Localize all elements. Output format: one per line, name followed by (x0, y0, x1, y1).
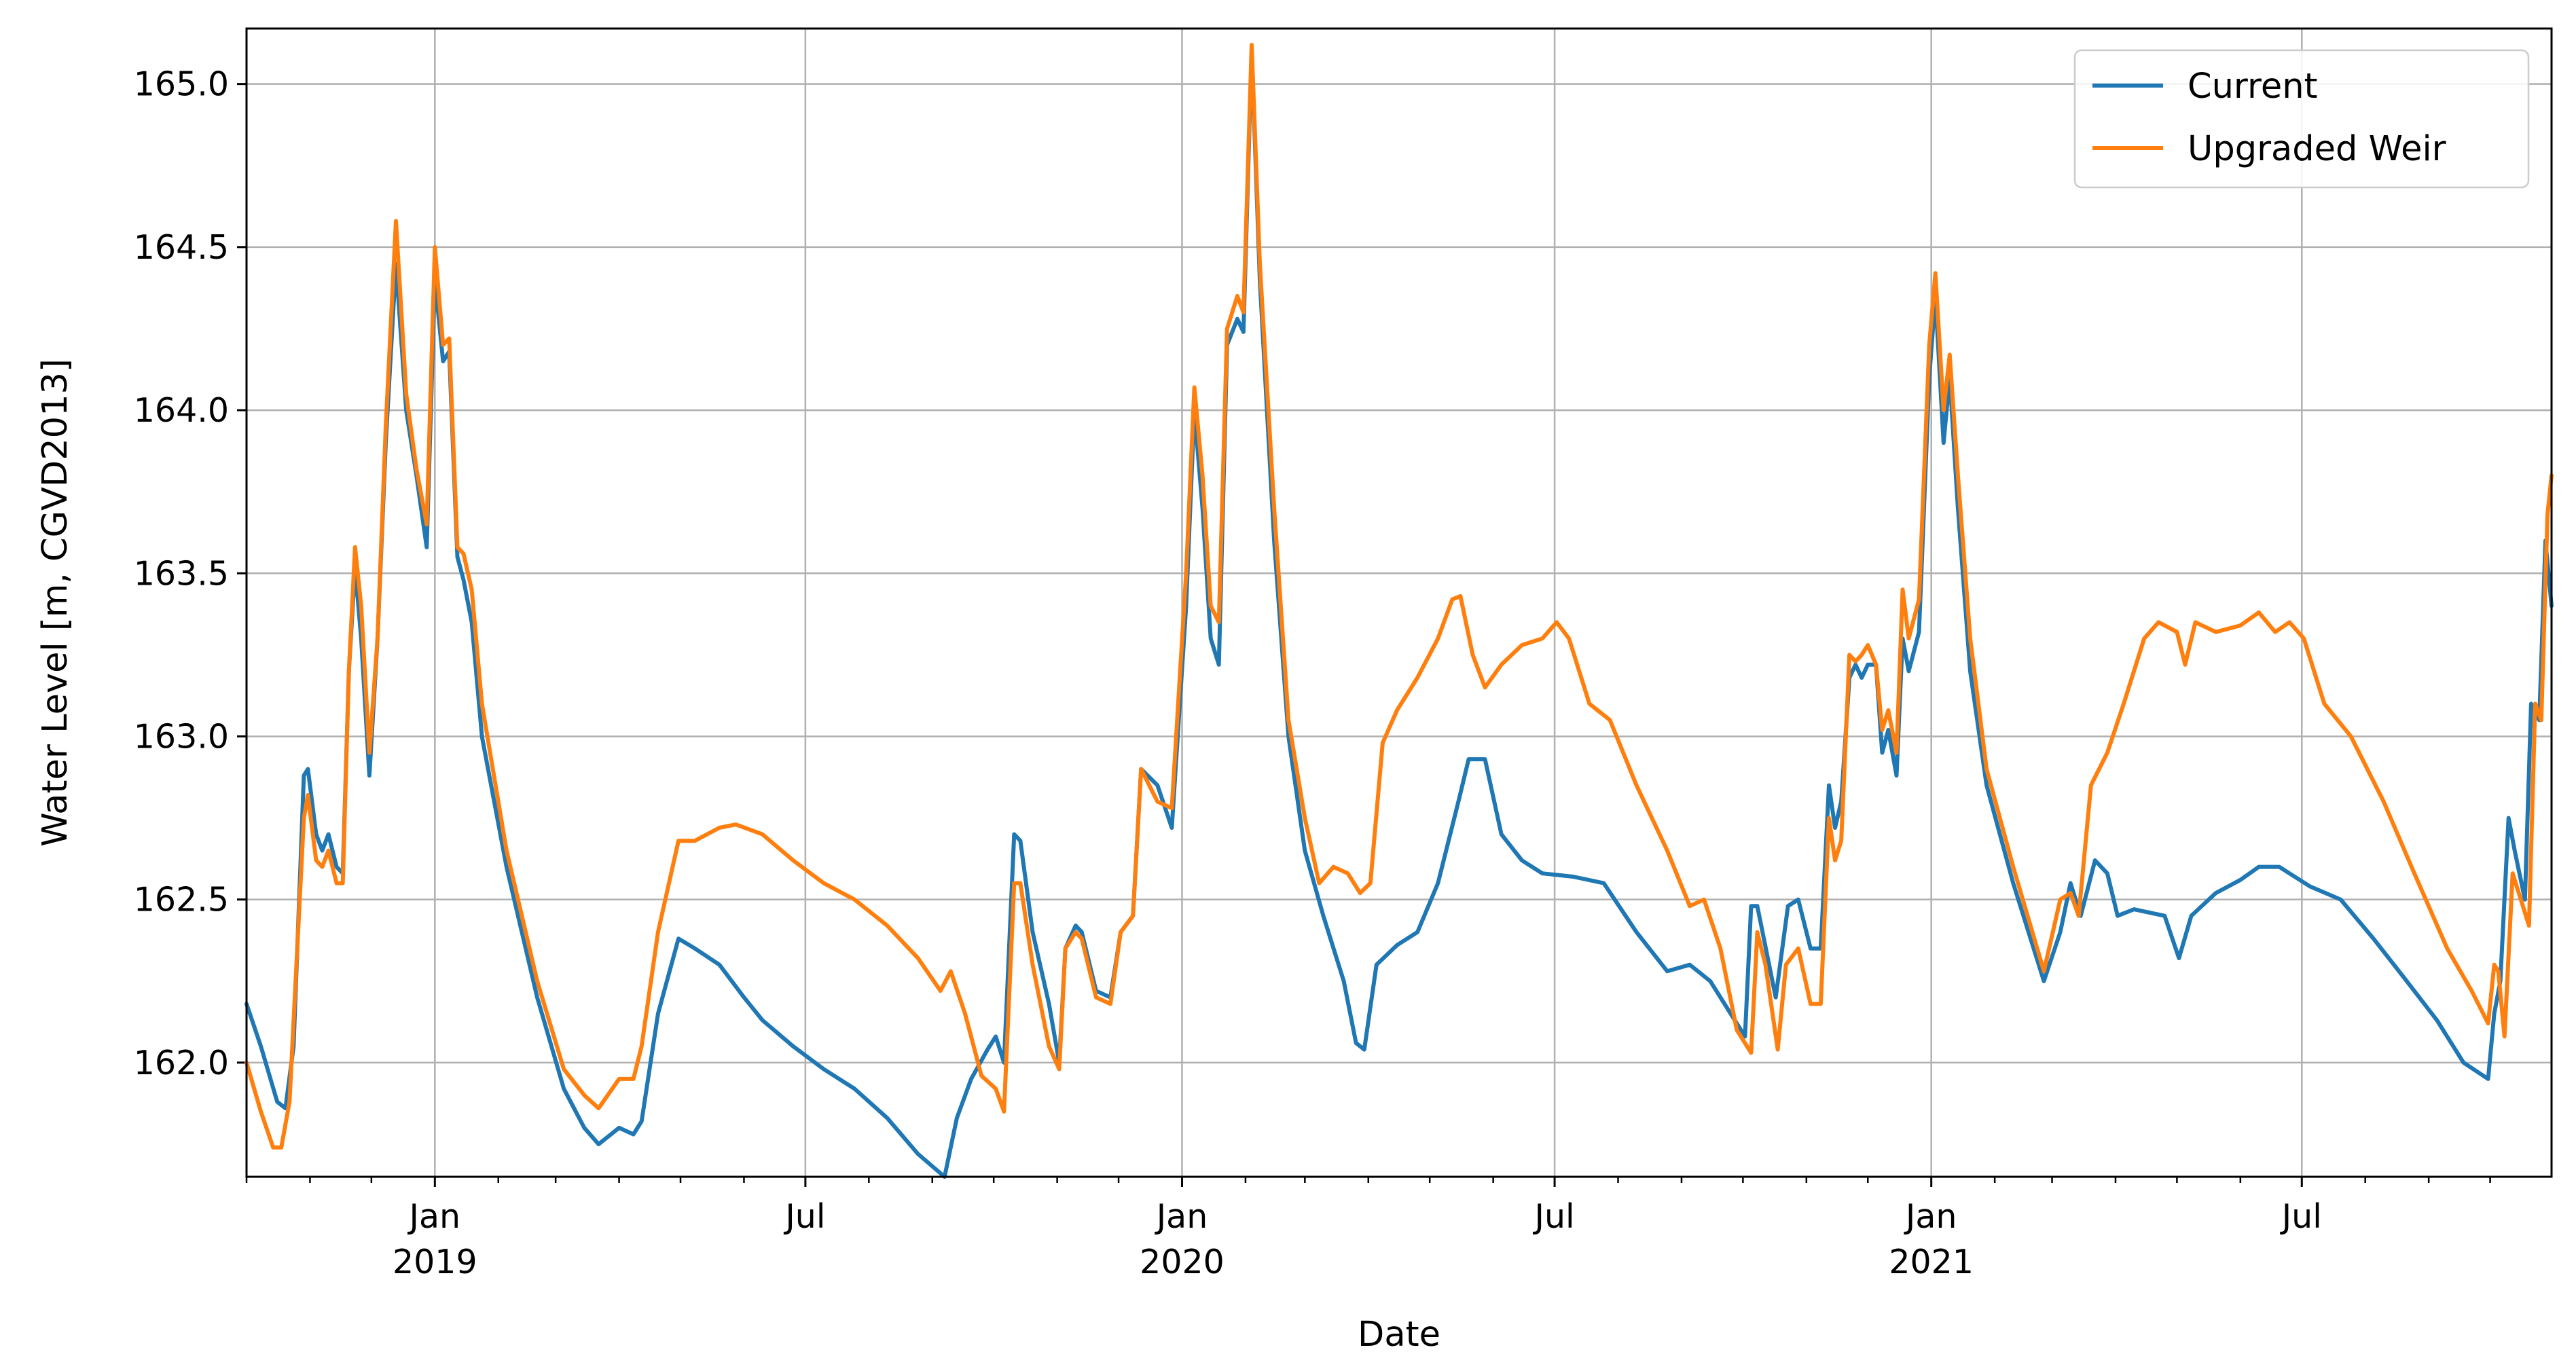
series-line-upgraded-weir (244, 43, 2554, 1150)
y-tick-label: 163.0 (134, 717, 229, 756)
x-tick-year-label: 2020 (1140, 1243, 1224, 1281)
x-tick-label: Jan (1904, 1197, 1957, 1236)
y-tick-label: 163.5 (134, 554, 229, 593)
x-tick-label: Jan (1155, 1197, 1208, 1236)
series-lines (244, 43, 2554, 1179)
legend-box (2073, 49, 2530, 189)
series-line-current (244, 49, 2554, 1179)
y-axis-title: Water Level [m, CGVD2013] (35, 359, 75, 847)
y-tick-label: 164.0 (134, 391, 229, 430)
x-tick-label: Jul (783, 1197, 825, 1236)
y-tick-label: 164.5 (134, 228, 229, 267)
x-tick-label: Jul (2280, 1197, 2322, 1236)
legend: Current Upgraded Weir (2073, 49, 2530, 189)
y-tick-label: 162.0 (134, 1044, 229, 1082)
legend-label: Current (2188, 67, 2318, 107)
y-axis-ticks: 162.0 162.5 163.0 163.5 164.0 164.5 165.0 (134, 65, 247, 1082)
x-axis-ticks: Jan 2019 Jul Jan 2020 Jul Jan 2021 Jul (245, 1177, 2491, 1281)
legend-label: Upgraded Weir (2188, 129, 2446, 169)
y-tick-label: 165.0 (134, 65, 229, 104)
grid-lines (247, 29, 2552, 1177)
x-tick-label: Jul (1533, 1197, 1575, 1236)
y-tick-label: 162.5 (134, 881, 229, 919)
x-axis-title: Date (1358, 1315, 1440, 1355)
x-tick-label: Jan (407, 1197, 461, 1236)
x-tick-year-label: 2021 (1889, 1243, 1974, 1281)
x-tick-year-label: 2019 (393, 1243, 477, 1281)
axes-frame (245, 27, 2553, 1178)
